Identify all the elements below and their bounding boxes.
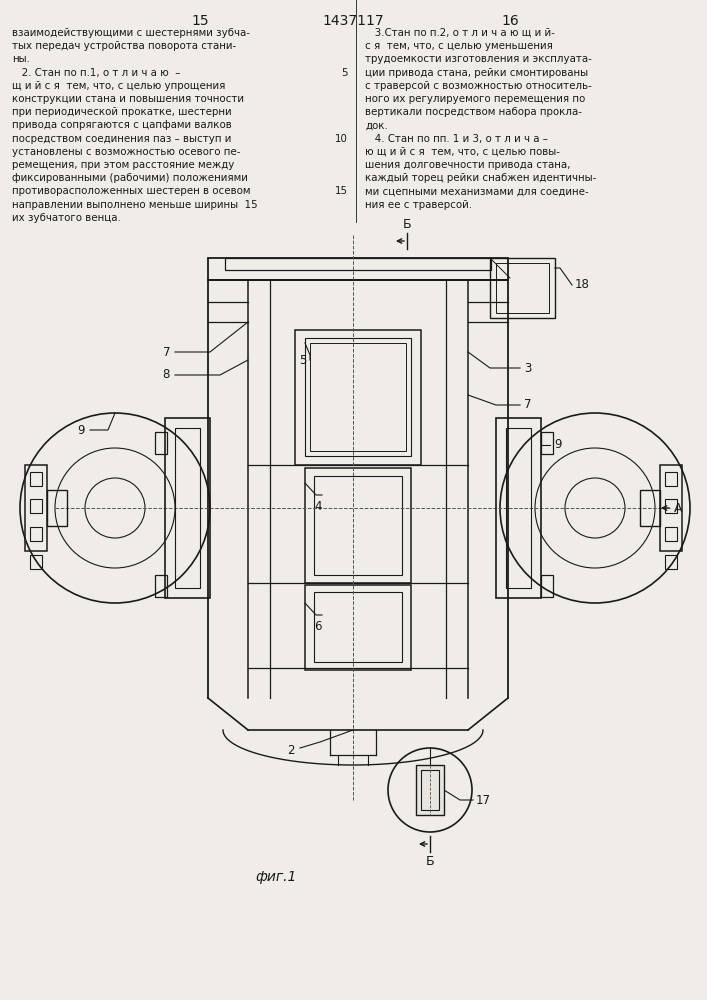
Bar [295,330,421,465]
Text: установлены с возможностью осевого пе-: установлены с возможностью осевого пе- [12,147,240,157]
Text: взаимодействующими с шестернями зубча-: взаимодействующими с шестернями зубча- [12,28,250,38]
Bar [47,490,67,526]
Text: 3: 3 [524,361,532,374]
Text: 10: 10 [335,134,348,144]
Text: док.: док. [365,120,387,130]
Bar [165,418,210,598]
Text: трудоемкости изготовления и эксплуата-: трудоемкости изготовления и эксплуата- [365,54,592,64]
Text: противорасположенных шестерен в осевом: противорасположенных шестерен в осевом [12,186,250,196]
Text: 7: 7 [163,346,170,359]
Bar [155,432,167,454]
Bar [305,585,411,670]
Text: 15: 15 [335,186,348,196]
Text: щ и й с я  тем, что, с целью упрощения: щ и й с я тем, что, с целью упрощения [12,81,226,91]
Bar [665,555,677,569]
Bar [541,575,553,597]
Bar [25,465,47,551]
Text: 2: 2 [288,744,295,756]
Text: 6: 6 [314,620,322,633]
Text: 1437117: 1437117 [322,14,384,28]
Bar [30,555,42,569]
Text: 16: 16 [501,14,519,28]
Text: ного их регулируемого перемещения по: ного их регулируемого перемещения по [365,94,585,104]
Bar [506,428,531,588]
Text: 8: 8 [163,368,170,381]
Text: 4. Стан по пп. 1 и 3, о т л и ч а –: 4. Стан по пп. 1 и 3, о т л и ч а – [365,134,548,144]
Text: привода сопрягаются с цапфами валков: привода сопрягаются с цапфами валков [12,120,232,130]
Text: направлении выполнено меньше ширины  15: направлении выполнено меньше ширины 15 [12,200,257,210]
Bar [314,476,402,575]
Bar [421,770,439,810]
Text: ремещения, при этом расстояние между: ремещения, при этом расстояние между [12,160,235,170]
Text: каждый торец рейки снабжен идентичны-: каждый торец рейки снабжен идентичны- [365,173,597,183]
Bar [30,472,42,486]
Text: 3.Стан по п.2, о т л и ч а ю щ и й-: 3.Стан по п.2, о т л и ч а ю щ и й- [365,28,555,38]
Bar [665,472,677,486]
Text: их зубчатого венца.: их зубчатого венца. [12,213,121,223]
Bar [496,263,549,313]
Text: 15: 15 [191,14,209,28]
Text: с траверсой с возможностью относитель-: с траверсой с возможностью относитель- [365,81,592,91]
Text: Б: Б [426,855,434,868]
Bar [305,468,411,583]
Bar [640,490,660,526]
Text: 7: 7 [524,398,532,412]
Bar [175,428,200,588]
Text: шения долговечности привода стана,: шения долговечности привода стана, [365,160,571,170]
Bar [30,527,42,541]
Text: ны.: ны. [12,54,30,64]
Bar [541,432,553,454]
Text: ми сцепными механизмами для соедине-: ми сцепными механизмами для соедине- [365,186,589,196]
Text: тых передач устройства поворота стани-: тых передач устройства поворота стани- [12,41,236,51]
Bar [208,258,508,280]
Text: ния ее с траверсой.: ния ее с траверсой. [365,200,472,210]
Text: ции привода стана, рейки смонтированы: ции привода стана, рейки смонтированы [365,68,588,78]
Bar [490,258,555,318]
Text: посредством соединения паз – выступ и: посредством соединения паз – выступ и [12,134,231,144]
Bar [225,258,491,270]
Bar [660,465,682,551]
Text: фиг.1: фиг.1 [255,870,296,884]
Text: 17: 17 [476,794,491,806]
Text: вертикали посредством набора прокла-: вертикали посредством набора прокла- [365,107,582,117]
Text: 9: 9 [554,438,561,452]
Text: 5: 5 [298,354,306,366]
Bar [665,527,677,541]
Bar [314,592,402,662]
Bar [496,418,541,598]
Text: 9: 9 [78,424,85,436]
Text: 18: 18 [575,278,590,292]
Text: конструкции стана и повышения точности: конструкции стана и повышения точности [12,94,244,104]
Bar [416,765,444,815]
Text: 5: 5 [341,68,348,78]
Text: при периодической прокатке, шестерни: при периодической прокатке, шестерни [12,107,232,117]
Text: Б: Б [403,218,411,231]
Bar [665,499,677,513]
Bar [305,338,411,456]
Text: 2. Стан по п.1, о т л и ч а ю  –: 2. Стан по п.1, о т л и ч а ю – [12,68,180,78]
Text: А: А [674,502,682,514]
Text: 4: 4 [314,500,322,513]
Text: фиксированными (рабочими) положениями: фиксированными (рабочими) положениями [12,173,248,183]
Text: с я  тем, что, с целью уменьшения: с я тем, что, с целью уменьшения [365,41,553,51]
Text: ю щ и й с я  тем, что, с целью повы-: ю щ и й с я тем, что, с целью повы- [365,147,560,157]
Bar [310,343,406,451]
Bar [30,499,42,513]
Bar [155,575,167,597]
